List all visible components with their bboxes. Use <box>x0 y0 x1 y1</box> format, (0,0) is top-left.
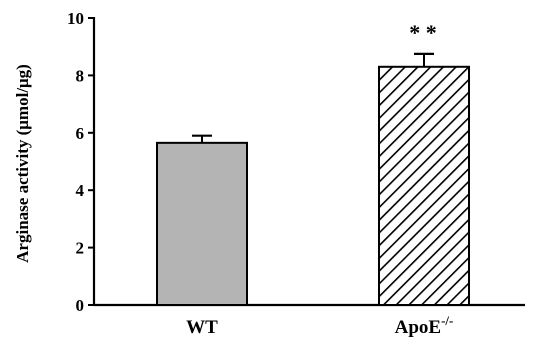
x-tick-label-superscript: -/- <box>441 313 453 328</box>
bars: * * <box>156 20 470 307</box>
bar-wt <box>156 141 248 306</box>
x-tick-label: ApoE-/- <box>395 313 454 338</box>
y-tick-label: 2 <box>76 239 85 258</box>
y-tick-label: 10 <box>67 9 84 28</box>
y-tick-label: 8 <box>76 66 85 85</box>
y-tick-label: 6 <box>76 124 85 143</box>
y-axis-label: Arginase activity (μmol/μg) <box>13 64 32 263</box>
y-tick-label: 0 <box>76 296 85 315</box>
y-tick-label: 4 <box>76 181 85 200</box>
bar-apoe <box>378 65 470 307</box>
significance-annotation: * * <box>409 20 437 45</box>
x-tick-label: WT <box>186 317 218 338</box>
